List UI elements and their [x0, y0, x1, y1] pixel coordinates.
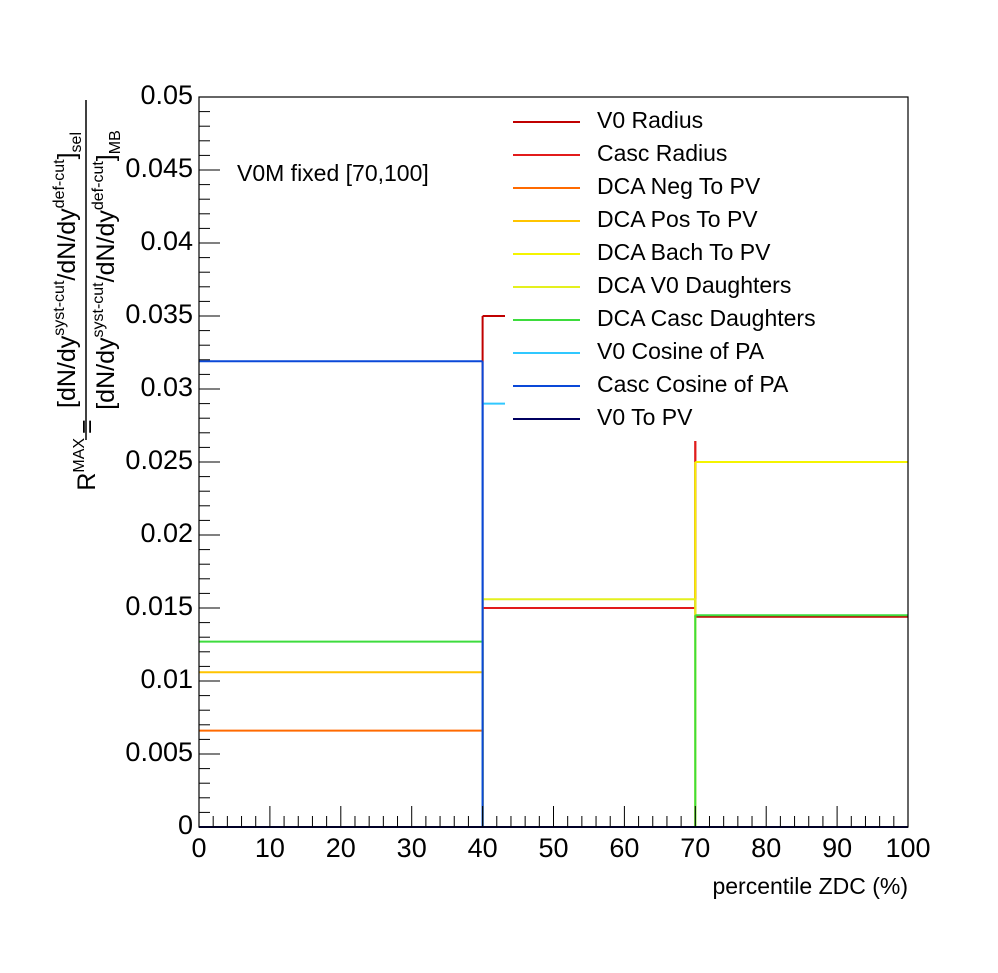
legend: V0 Radius Casc Radius DCA Neg To PV DCA Pos…: [513, 107, 816, 430]
y-label-sup: MAX: [71, 438, 88, 473]
y-label-numerator: [dN/dysyst-cut/dN/dydef-cut]sel: [51, 132, 85, 408]
y-axis-label: RMAX= [dN/dysyst-cut/dN/dydef-cut]sel [d…: [51, 100, 124, 491]
x-tick-label: 30: [397, 833, 427, 863]
y-tick-label: 0: [178, 810, 193, 840]
y-label-lhs: RMAX =: [71, 419, 101, 490]
x-tick-label: 80: [751, 833, 781, 863]
legend-label: Casc Cosine of PA: [597, 371, 789, 397]
y-tick-label: 0.005: [125, 737, 193, 767]
legend-label: V0 Cosine of PA: [597, 338, 765, 364]
y-tick-label: 0.045: [125, 153, 193, 183]
x-tick-label: 90: [822, 833, 852, 863]
y-label-eq: =: [73, 419, 101, 434]
t: syst-cut: [51, 280, 68, 336]
x-axis-label: percentile ZDC (%): [712, 873, 908, 899]
t: ]: [92, 154, 120, 161]
legend-label: Casc Radius: [597, 140, 727, 166]
y-tick-label: 0.025: [125, 445, 193, 475]
x-tick-label: 50: [538, 833, 568, 863]
y-label-denominator: [dN/dysyst-cut/dN/dydef-cut]MB: [90, 130, 124, 410]
legend-label: DCA Casc Daughters: [597, 305, 816, 331]
x-tick-label: 100: [885, 833, 930, 863]
annotation: V0M fixed [70,100]: [237, 160, 429, 186]
legend-label: DCA Bach To PV: [597, 239, 771, 265]
x-tick-label: 20: [326, 833, 356, 863]
legend-label: V0 To PV: [597, 404, 693, 430]
x-tick-label: 40: [468, 833, 498, 863]
t: [dN/dy: [53, 335, 81, 408]
x-tick-label: 70: [680, 833, 710, 863]
x-tick-label: 60: [609, 833, 639, 863]
y-tick-label: 0.05: [140, 80, 193, 110]
t: def-cut: [51, 159, 68, 208]
legend-box: [505, 104, 908, 441]
t: def-cut: [90, 161, 107, 210]
t: /dN/dy: [53, 208, 81, 281]
legend-label: V0 Radius: [597, 107, 703, 133]
legend-label: DCA V0 Daughters: [597, 272, 791, 298]
legend-label: DCA Pos To PV: [597, 206, 758, 232]
y-tick-label: 0.03: [140, 372, 193, 402]
y-tick-label: 0.035: [125, 299, 193, 329]
x-tick-label: 10: [255, 833, 285, 863]
x-tick-label: 0: [191, 833, 206, 863]
y-tick-label: 0.015: [125, 591, 193, 621]
legend-label: DCA Neg To PV: [597, 173, 761, 199]
y-tick-label: 0.02: [140, 518, 193, 548]
t: syst-cut: [90, 282, 107, 338]
y-tick-label: 0.04: [140, 226, 193, 256]
t: [dN/dy: [92, 337, 120, 410]
t: MB: [107, 130, 124, 154]
y-label-r: R: [73, 473, 101, 491]
t: /dN/dy: [92, 210, 120, 283]
t: sel: [68, 132, 85, 152]
y-tick-label: 0.01: [140, 664, 193, 694]
t: ]: [53, 152, 81, 159]
